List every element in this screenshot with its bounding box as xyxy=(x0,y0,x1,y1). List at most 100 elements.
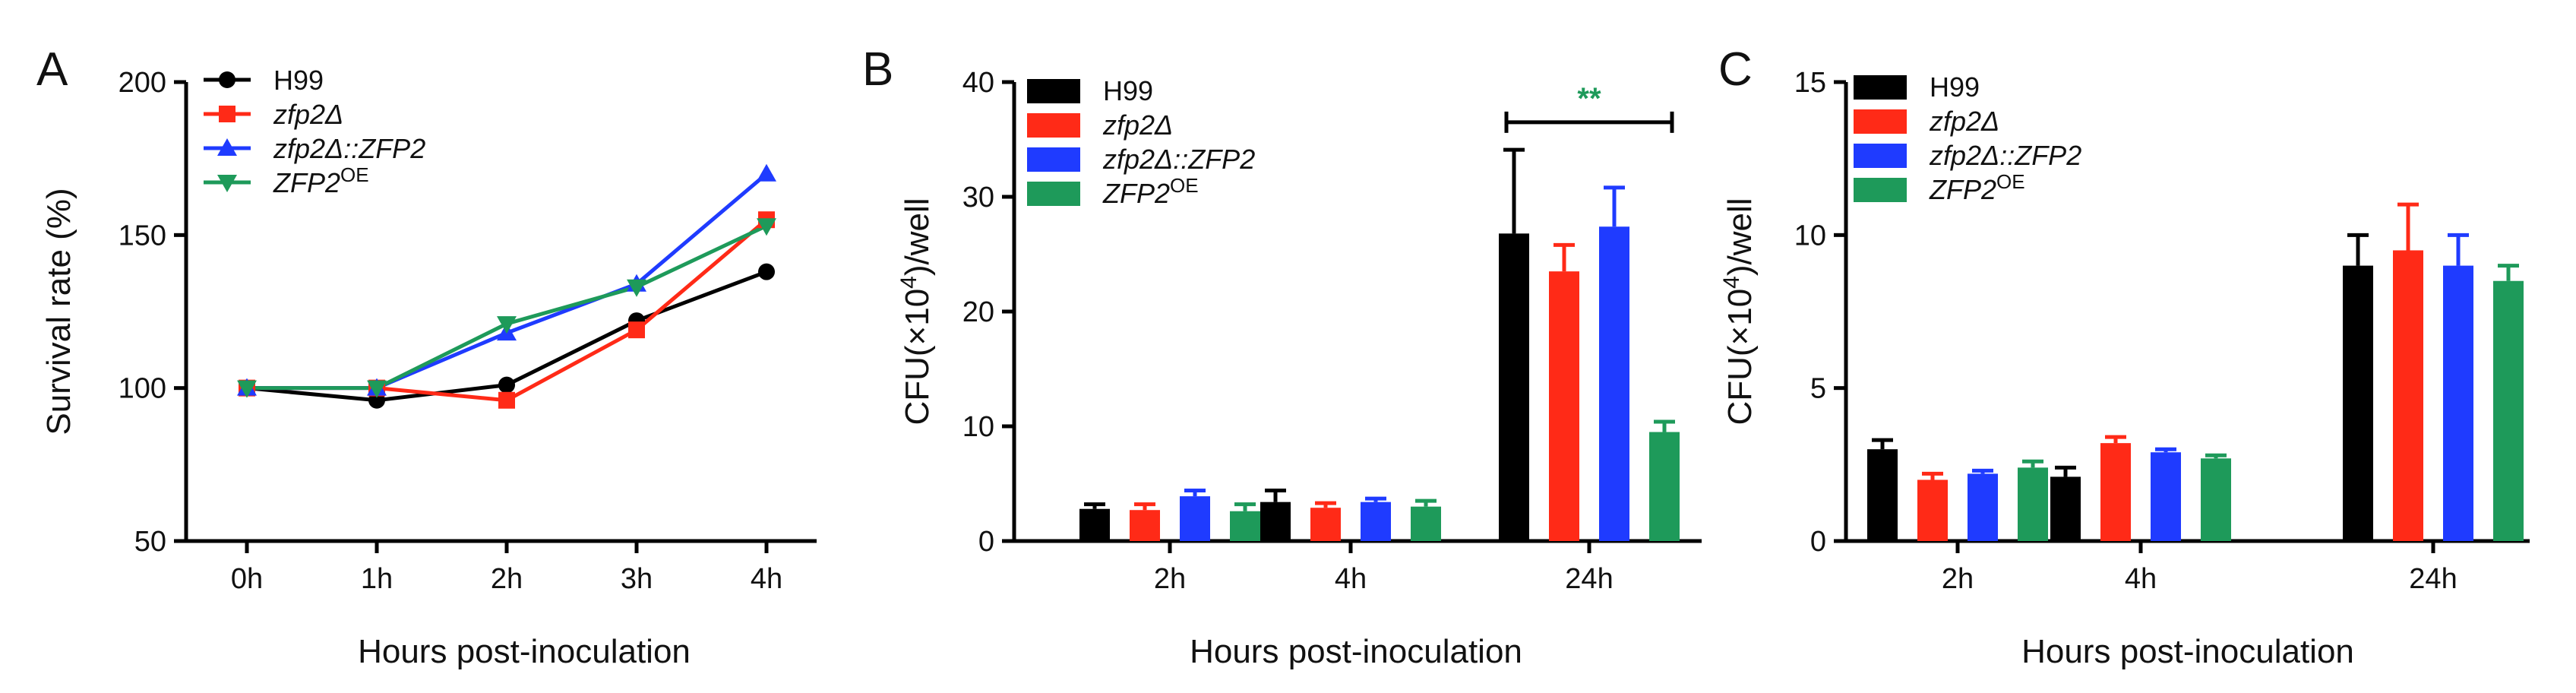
y-tick-label-100: 100 xyxy=(119,373,166,405)
legend-label-zfp2: ZFP2OE xyxy=(1929,170,2025,205)
point-zfp2-zfp2-4h xyxy=(757,163,776,182)
y-tick-label-30: 30 xyxy=(962,182,994,214)
panel-c-y-label-prefix: CFU(×10 xyxy=(1721,289,1759,426)
panel-c-x-axis-label: Hours post-inoculation xyxy=(2021,633,2354,670)
panel-c-y-ticks: 0 5 10 15 xyxy=(1794,67,1846,558)
panel-c-y-label-suffix: )/well xyxy=(1721,198,1759,276)
legend-label-zfp2-zfp2: zfp2Δ::ZFP2 xyxy=(1929,140,2081,171)
legend-label-zfp2-main: ZFP2 xyxy=(1102,178,1170,209)
panel-b-y-ticks: 0 10 20 30 40 xyxy=(962,67,1014,558)
panel-a-letter: A xyxy=(36,43,68,96)
x-tick-label-4h: 4h xyxy=(751,563,782,595)
bar-zfp2-zfp2-2h xyxy=(1968,473,1998,541)
legend-label-h99: H99 xyxy=(1930,71,1980,103)
panel-b-significance: ** xyxy=(1504,82,1674,133)
y-tick-label-0: 0 xyxy=(978,526,994,558)
point-zfp2-2h xyxy=(498,391,515,409)
panel-c-bars xyxy=(1867,202,2524,541)
panel-b-x-ticks: 2h 4h 24h xyxy=(1154,541,1614,595)
panel-a-x-ticks: 0h 1h 2h 3h 4h xyxy=(231,541,782,595)
x-tick-label-2h: 2h xyxy=(1154,563,1186,595)
point-zfp2-1h xyxy=(367,380,387,398)
legend-label-zfp2-main: zfp2Δ xyxy=(1929,106,1999,137)
point-zfp2-0h xyxy=(237,380,257,398)
panel-a-x-axis-label: Hours post-inoculation xyxy=(358,633,691,670)
y-tick-label-150: 150 xyxy=(119,220,166,252)
bar-zfp2-24h xyxy=(2393,250,2423,541)
x-tick-label-24h: 24h xyxy=(2409,563,2457,595)
panel-b-letter: B xyxy=(862,43,893,96)
bar-h99-2h xyxy=(1079,508,1110,541)
legend-label-zfp2: zfp2Δ xyxy=(273,99,343,130)
bar-zfp2-zfp2-4h xyxy=(1361,502,1391,541)
series-line-zfp2 xyxy=(247,223,768,391)
series-line-zfp2-zfp2 xyxy=(247,172,768,391)
x-tick-label-24h: 24h xyxy=(1565,563,1613,595)
y-tick-label-40: 40 xyxy=(962,67,994,99)
panel-c-letter: C xyxy=(1718,43,1753,96)
x-tick-label-4h: 4h xyxy=(2125,563,2157,595)
panel-a-y-ticks: 50 100 150 200 xyxy=(119,67,186,558)
legend-label-zfp2-sup: OE xyxy=(340,163,369,186)
panel-c-y-axis-label: CFU(×104)/well xyxy=(1719,198,1759,425)
panel-c-x-ticks: 2h 4h 24h xyxy=(1942,541,2457,595)
legend-label-h99: H99 xyxy=(273,65,324,96)
x-tick-label-2h: 2h xyxy=(1942,563,1974,595)
point-zfp2-2h xyxy=(497,316,517,334)
x-tick-label-0h: 0h xyxy=(231,563,263,595)
legend-label-zfp2: ZFP2OE xyxy=(273,163,369,198)
bar-zfp2-4h xyxy=(2100,443,2131,541)
legend-swatch-zfp2 xyxy=(1854,178,1907,202)
y-tick-label-200: 200 xyxy=(119,67,166,99)
panel-b-y-label-suffix: )/well xyxy=(899,198,936,276)
bar-zfp2-24h xyxy=(1549,271,1579,541)
bar-zfp2-zfp2-4h xyxy=(2151,452,2181,541)
point-zfp2-3h xyxy=(627,279,646,297)
point-zfp2-3h xyxy=(628,321,645,339)
legend-label-zfp2-main: zfp2Δ xyxy=(273,99,343,130)
point-zfp2-4h xyxy=(757,218,776,236)
bar-zfp2-4h xyxy=(1411,506,1441,541)
bar-h99-4h xyxy=(2050,476,2081,541)
panel-a: A 50 100 150 200 0h 1h 2h 3h 4h Survival rate (… xyxy=(36,43,817,670)
legend-marker-zfp2 xyxy=(219,106,235,122)
legend-label-zfp2-main: zfp2Δ xyxy=(1102,109,1173,141)
y-tick-label-15: 15 xyxy=(1794,67,1826,99)
panel-b-y-axis-label: CFU(×104)/well xyxy=(896,198,936,425)
bar-h99-24h xyxy=(1499,233,1529,541)
legend-label-zfp2-sup: OE xyxy=(1170,174,1199,197)
bar-h99-4h xyxy=(1260,502,1291,541)
significance-label: ** xyxy=(1577,82,1601,115)
legend-label-zfp2-zfp2-main: zfp2Δ::ZFP2 xyxy=(273,133,425,164)
panel-a-y-axis-label: Survival rate (%) xyxy=(40,188,77,435)
legend-label-zfp2-zfp2: zfp2Δ::ZFP2 xyxy=(1102,144,1255,175)
bar-zfp2-4h xyxy=(2201,458,2231,541)
legend-label-h99-main: H99 xyxy=(273,65,324,96)
panel-b-y-label-sup: 4 xyxy=(896,276,921,289)
bar-zfp2-4h xyxy=(1310,508,1341,541)
series-line-zfp2 xyxy=(247,218,768,403)
panel-b-bars xyxy=(1079,147,1680,541)
y-tick-label-5: 5 xyxy=(1810,373,1826,405)
x-tick-label-4h: 4h xyxy=(1335,563,1367,595)
y-tick-label-20: 20 xyxy=(962,296,994,328)
bar-zfp2-zfp2-24h xyxy=(1599,226,1629,541)
legend-swatch-zfp2 xyxy=(1027,113,1080,138)
bar-h99-2h xyxy=(1867,449,1898,541)
bar-zfp2-2h xyxy=(1230,511,1260,541)
legend-label-zfp2: ZFP2OE xyxy=(1102,174,1199,209)
y-tick-label-0: 0 xyxy=(1810,526,1826,558)
panel-a-series xyxy=(237,163,776,409)
bar-zfp2-2h xyxy=(1917,479,1948,541)
legend-swatch-h99 xyxy=(1854,75,1907,100)
legend-label-h99-main: H99 xyxy=(1930,71,1980,103)
legend-label-h99: H99 xyxy=(1103,75,1153,106)
bar-zfp2-24h xyxy=(1649,432,1680,541)
x-tick-label-3h: 3h xyxy=(621,563,653,595)
legend-label-zfp2-sup: OE xyxy=(1996,170,2025,193)
legend-swatch-zfp2-zfp2 xyxy=(1854,144,1907,168)
panel-b: B 0 10 20 30 40 2h 4h 24h ** CFU(×104)/well Ho… xyxy=(862,43,1702,670)
panel-b-x-axis-label: Hours post-inoculation xyxy=(1190,633,1522,670)
